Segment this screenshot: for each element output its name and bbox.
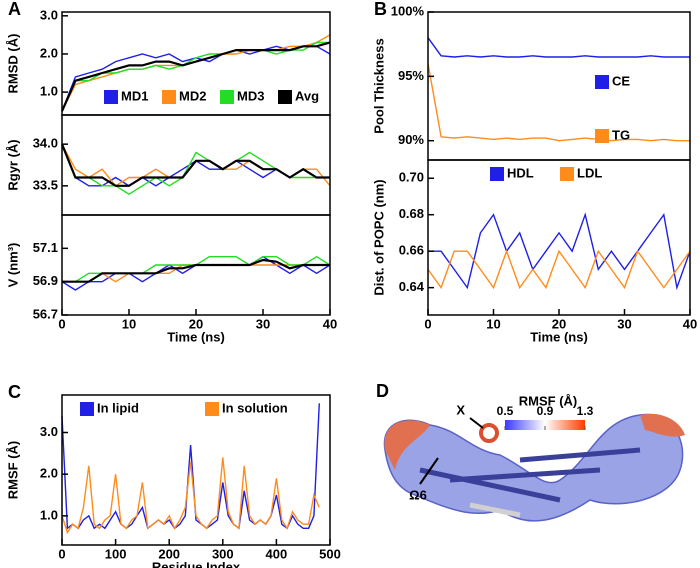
x-tick-label: 40 — [323, 316, 337, 331]
series-line — [60, 143, 330, 187]
y-tick-label: 2.0 — [40, 466, 58, 481]
legend-swatch — [490, 167, 504, 181]
legend-swatch — [560, 167, 574, 181]
plot-frame — [61, 114, 331, 216]
x-tick-label: 20 — [189, 316, 203, 331]
y-axis-label: RMSD (Å) — [5, 34, 20, 94]
plot-frame — [427, 159, 691, 316]
y-axis-label: V (nm³) — [5, 243, 20, 288]
x-axis-label: Residue Index — [152, 559, 241, 568]
x-tick-label: 400 — [266, 546, 288, 561]
series-line — [61, 143, 330, 187]
legend-swatch — [162, 90, 176, 104]
y-axis-label: Pool Thickness — [371, 38, 386, 133]
y-tick-label: 0.68 — [399, 206, 424, 221]
panel-label: C — [8, 382, 21, 402]
x-tick-label: 0 — [424, 316, 431, 331]
x-tick-label: 40 — [683, 316, 697, 331]
annotation: Ω6 — [409, 487, 427, 502]
x-tick-label: 200 — [158, 546, 180, 561]
series-line — [62, 258, 330, 283]
x-tick-label: 300 — [212, 546, 234, 561]
series-line — [427, 63, 690, 142]
y-tick-label: 0.70 — [399, 170, 424, 185]
y-tick-label: 0.66 — [399, 243, 424, 258]
x-tick-label: 0 — [58, 546, 65, 561]
colorbar-tick-label: 1.3 — [577, 404, 594, 418]
y-tick-label: 34.0 — [33, 136, 58, 151]
y-tick-label: 3.0 — [40, 424, 58, 439]
protein-structure — [383, 413, 685, 522]
x-axis-label: Time (ns) — [530, 329, 588, 344]
y-tick-label: 2.0 — [40, 45, 58, 60]
x-tick-label: 30 — [617, 316, 631, 331]
x-tick-label: 10 — [486, 316, 500, 331]
y-tick-label: 95% — [398, 68, 424, 83]
colorbar-tick-label: 0.9 — [537, 404, 554, 418]
series-line — [60, 41, 331, 112]
legend-swatch — [205, 402, 219, 416]
legend-swatch — [104, 90, 118, 104]
legend-label: TG — [612, 127, 630, 142]
colorbar-title: RMSF (Å) — [519, 393, 578, 408]
x-tick-label: 20 — [552, 316, 566, 331]
y-tick-label: 100% — [391, 3, 425, 18]
plot-frame — [61, 394, 331, 546]
series-line — [61, 143, 331, 187]
legend-label: Avg — [295, 88, 319, 103]
y-tick-label: 56.9 — [33, 273, 58, 288]
series-line — [61, 403, 320, 530]
x-tick-label: 30 — [256, 316, 270, 331]
x-tick-label: 0 — [58, 316, 65, 331]
legend-label: In solution — [222, 400, 288, 415]
legend-swatch — [80, 402, 94, 416]
legend-swatch — [220, 90, 234, 104]
y-tick-label: 90% — [398, 132, 424, 147]
legend-swatch — [595, 129, 609, 143]
y-tick-label: 1.0 — [40, 84, 58, 99]
y-tick-label: 57.1 — [33, 240, 58, 255]
panel-label: D — [376, 381, 389, 401]
legend-label: HDL — [507, 165, 534, 180]
y-tick-label: 3.0 — [40, 7, 58, 22]
x-tick-label: 500 — [319, 546, 341, 561]
legend-label: LDL — [577, 165, 602, 180]
colorbar-tick-label: 0.5 — [497, 404, 514, 418]
legend-label: CE — [612, 73, 630, 88]
legend-label: In lipid — [97, 400, 139, 415]
series-line — [427, 249, 691, 290]
y-axis-label: RMSF (Å) — [5, 441, 20, 500]
legend-label: MD2 — [179, 88, 206, 103]
x-tick-label: 100 — [105, 546, 127, 561]
annotation: X — [456, 402, 465, 417]
x-tick-label: 10 — [122, 316, 136, 331]
series-line — [61, 41, 330, 112]
legend-label: MD3 — [237, 88, 264, 103]
y-tick-label: 33.5 — [33, 177, 58, 192]
y-tick-label: 56.7 — [33, 306, 58, 321]
y-axis-label: Rgyr (Å) — [5, 139, 20, 190]
y-axis-label: Dist. of POPC (nm) — [371, 179, 386, 295]
x-axis-label: Time (ns) — [167, 329, 225, 344]
legend-label: MD1 — [121, 88, 148, 103]
legend-swatch — [595, 75, 609, 89]
panel-label: B — [374, 0, 387, 19]
plot-frame — [427, 11, 691, 161]
panel-label: A — [8, 0, 21, 19]
series-line — [61, 457, 320, 535]
series-line — [428, 212, 691, 291]
legend-swatch — [278, 90, 292, 104]
series-line — [427, 37, 690, 58]
y-tick-label: 0.64 — [399, 279, 425, 294]
y-tick-label: 1.0 — [40, 507, 58, 522]
